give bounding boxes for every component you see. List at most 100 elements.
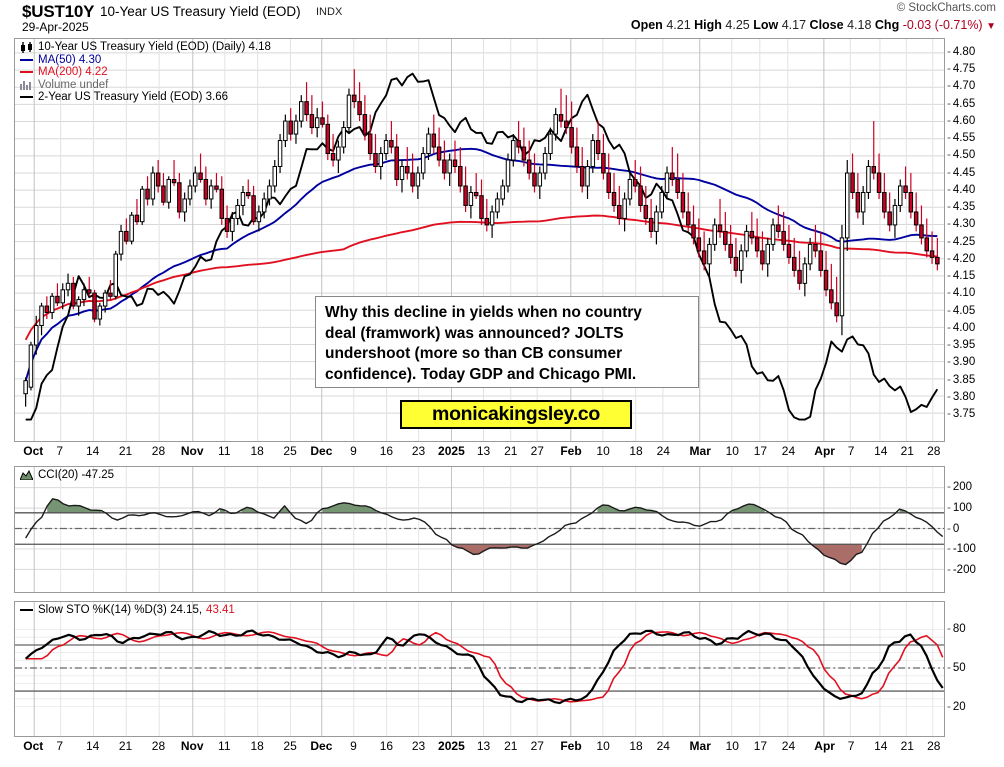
x-axis-tick: Dec bbox=[310, 739, 333, 753]
ohlc-quote-bar: Open 4.21 High 4.25 Low 4.17 Close 4.18 … bbox=[631, 18, 996, 32]
line-swatch-icon bbox=[20, 54, 35, 67]
annotation-line-2: deal (framwork) was announced? JOLTS bbox=[325, 324, 624, 342]
y-axis-tick: -4.75 bbox=[947, 63, 976, 76]
x-axis-tick: 21 bbox=[504, 739, 518, 753]
chart-date: 29-Apr-2025 bbox=[22, 20, 89, 34]
price-legend-label: MA(50) 4.30 bbox=[38, 53, 102, 66]
y-axis-tick: -4.35 bbox=[947, 201, 976, 214]
x-axis-tick: 11 bbox=[218, 444, 231, 458]
x-axis-tick: 18 bbox=[250, 739, 264, 753]
annotation-line-3: undershoot (more so than CB consumer bbox=[325, 345, 623, 362]
y-axis-tick: -50 bbox=[947, 662, 966, 674]
x-axis-tick: 17 bbox=[753, 739, 768, 753]
change-value: -0.03 (-0.71%) bbox=[902, 18, 983, 32]
y-axis-tick: -4.15 bbox=[947, 270, 976, 283]
x-axis-tick: Nov bbox=[180, 444, 204, 458]
price-x-axis: Oct 7 14 21 28 Nov 11 18 25 Dec 9 16 23 2025 13 21 27 Feb… bbox=[14, 444, 945, 466]
symbol-ticker: $UST10Y bbox=[22, 2, 95, 21]
y-axis-tick: -200 bbox=[947, 481, 973, 493]
x-axis-tick: 24 bbox=[656, 444, 670, 458]
x-axis-tick: 18 bbox=[250, 444, 264, 458]
y-axis-tick: -4.00 bbox=[947, 321, 976, 334]
y-axis-tick: -4.40 bbox=[947, 183, 976, 196]
x-axis-tick: 16 bbox=[379, 444, 394, 458]
cci-plot bbox=[15, 467, 944, 592]
x-axis-tick: 21 bbox=[900, 739, 914, 753]
change-label: Chg bbox=[874, 18, 900, 32]
y-axis-tick: -4.30 bbox=[947, 218, 976, 231]
watermark-banner: monicakingsley.co bbox=[400, 400, 632, 429]
x-axis-tick: 18 bbox=[629, 739, 643, 753]
price-legend-row: MA(50) 4.30 bbox=[20, 54, 271, 67]
x-axis-tick: Oct bbox=[23, 739, 44, 753]
y-axis-tick: -4.50 bbox=[947, 149, 976, 162]
symbol-description: 10-Year US Treasury Yield (EOD) bbox=[100, 4, 301, 19]
open-label: Open bbox=[630, 18, 663, 32]
cci-legend-label: CCI(20) -47.25 bbox=[38, 469, 115, 481]
x-axis-tick: Oct bbox=[23, 444, 44, 458]
y-axis-tick: -20 bbox=[947, 701, 966, 713]
x-axis-tick: 27 bbox=[530, 444, 544, 458]
x-axis-tick: 2025 bbox=[438, 739, 465, 753]
y-axis-tick: -3.90 bbox=[947, 356, 976, 369]
price-legend-label: Volume undef bbox=[38, 78, 109, 91]
y-axis-tick: - -100 bbox=[947, 543, 976, 556]
x-axis-tick: 16 bbox=[379, 739, 394, 753]
x-axis-tick: 24 bbox=[781, 444, 796, 458]
y-axis-tick: -4.80 bbox=[947, 46, 976, 58]
cci-panel[interactable] bbox=[14, 466, 945, 593]
x-axis-tick: Mar bbox=[689, 444, 711, 458]
chart-header: $UST10Y 10-Year US Treasury Yield (EOD) … bbox=[0, 0, 1004, 38]
x-axis-tick: 25 bbox=[283, 444, 297, 458]
y-axis-tick: - -200 bbox=[947, 564, 976, 576]
price-legend-label: 10-Year US Treasury Yield (EOD) (Daily) … bbox=[38, 41, 271, 53]
high-value: 4.25 bbox=[725, 18, 750, 32]
x-axis-tick: Apr bbox=[814, 444, 835, 458]
x-axis-tick: 28 bbox=[927, 444, 941, 458]
y-axis-tick: -4.25 bbox=[947, 235, 976, 248]
x-axis-tick: 13 bbox=[476, 444, 491, 458]
x-axis-tick: 28 bbox=[151, 739, 166, 753]
x-axis-tick: 17 bbox=[753, 444, 768, 458]
x-axis-tick: 24 bbox=[656, 739, 670, 753]
x-axis-tick: 27 bbox=[530, 739, 544, 753]
change-down-arrow-icon: ▼ bbox=[986, 21, 996, 32]
stochastic-plot bbox=[15, 602, 944, 736]
y-axis-tick: -4.45 bbox=[947, 166, 976, 179]
stochastic-legend: Slow STO %K(14) %D(3) 24.15, 43.41 bbox=[20, 604, 235, 617]
y-axis-tick: -4.70 bbox=[947, 80, 976, 93]
x-axis-tick: 7 bbox=[847, 444, 855, 458]
x-axis-tick: 7 bbox=[847, 739, 855, 753]
x-axis-tick: Apr bbox=[814, 739, 835, 753]
price-legend-label: 2-Year US Treasury Yield (EOD) 3.66 bbox=[38, 91, 229, 104]
price-legend-row: 10-Year US Treasury Yield (EOD) (Daily) … bbox=[20, 41, 271, 54]
stochastic-x-axis: Oct 7 14 21 28 Nov 11 18 25 Dec 9 16 23 2025 13 21 27 Feb… bbox=[14, 739, 945, 761]
y-axis-tick: -4.60 bbox=[947, 114, 976, 127]
price-legend-label: MA(200) 4.22 bbox=[38, 66, 108, 79]
stochastic-panel[interactable] bbox=[14, 601, 945, 737]
price-legend-row: Volume undef bbox=[20, 79, 271, 92]
x-axis-tick: Dec bbox=[310, 444, 333, 458]
watermark-text: monicakingsley.co bbox=[432, 403, 600, 425]
cci-legend: CCI(20) -47.25 bbox=[20, 469, 114, 482]
x-axis-tick: 7 bbox=[56, 739, 64, 753]
low-label: Low bbox=[753, 18, 779, 32]
price-legend: 10-Year US Treasury Yield (EOD) (Daily) … bbox=[20, 41, 271, 104]
y-axis-tick: -3.85 bbox=[947, 373, 976, 386]
price-legend-row: 2-Year US Treasury Yield (EOD) 3.66 bbox=[20, 91, 271, 104]
x-axis-tick: 23 bbox=[411, 444, 426, 458]
line-swatch-icon bbox=[20, 604, 35, 617]
annotation-textbox: Why this decline in yields when no count… bbox=[315, 296, 699, 388]
x-axis-tick: 14 bbox=[874, 739, 888, 753]
x-axis-tick: 11 bbox=[218, 739, 231, 753]
x-axis-tick: 2025 bbox=[438, 444, 465, 458]
x-axis-tick: 10 bbox=[725, 444, 739, 458]
x-axis-tick: 28 bbox=[151, 444, 166, 458]
line-swatch-icon bbox=[20, 66, 35, 79]
close-value: 4.18 bbox=[847, 18, 872, 32]
x-axis-tick: 14 bbox=[85, 739, 100, 753]
x-axis-tick: 24 bbox=[781, 739, 796, 753]
y-axis-tick: -3.75 bbox=[947, 408, 976, 420]
volume-bars-icon bbox=[20, 80, 35, 91]
